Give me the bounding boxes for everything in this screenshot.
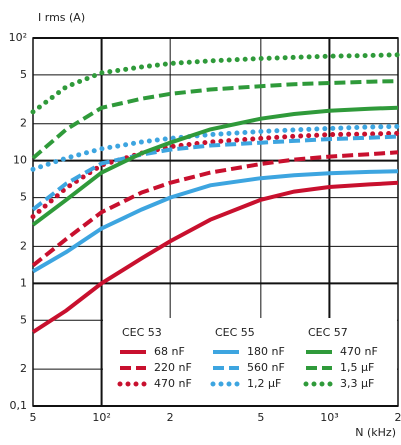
y-tick-label: 5 xyxy=(20,68,27,81)
y-tick-label: 1 xyxy=(20,276,27,289)
y-tick-label: 10² xyxy=(9,31,27,44)
legend-group-title: CEC 55 xyxy=(215,326,255,339)
y-axis-label: I rms (A) xyxy=(38,11,85,24)
y-tick-label: 2 xyxy=(20,239,27,252)
y-tick-label: 2 xyxy=(20,362,27,375)
legend-label: 3,3 µF xyxy=(340,377,374,390)
y-tick-label: 2 xyxy=(20,117,27,130)
x-tick-label: 2 xyxy=(167,411,174,424)
x-tick-label: 5 xyxy=(257,411,264,424)
legend-group-title: CEC 57 xyxy=(308,326,348,339)
x-tick-label: 10² xyxy=(92,411,110,424)
y-tick-label: 10 xyxy=(13,154,27,167)
legend-label: 560 nF xyxy=(247,361,285,374)
legend-label: 470 nF xyxy=(340,345,378,358)
legend-group-title: CEC 53 xyxy=(122,326,162,339)
y-tick-label: 5 xyxy=(20,191,27,204)
y-tick-label: 5 xyxy=(20,313,27,326)
legend-label: 180 nF xyxy=(247,345,285,358)
x-axis-label: N (kHz) xyxy=(355,426,396,439)
x-tick-label: 5 xyxy=(30,411,37,424)
legend-label: 1,5 µF xyxy=(340,361,374,374)
y-tick-label: 0,1 xyxy=(10,399,28,412)
x-tick-label: 2 xyxy=(395,411,401,424)
x-tick-label: 10³ xyxy=(320,411,338,424)
legend-label: 68 nF xyxy=(154,345,185,358)
legend-label: 220 nF xyxy=(154,361,192,374)
legend-label: 1,2 µF xyxy=(247,377,281,390)
legend-label: 470 nF xyxy=(154,377,192,390)
